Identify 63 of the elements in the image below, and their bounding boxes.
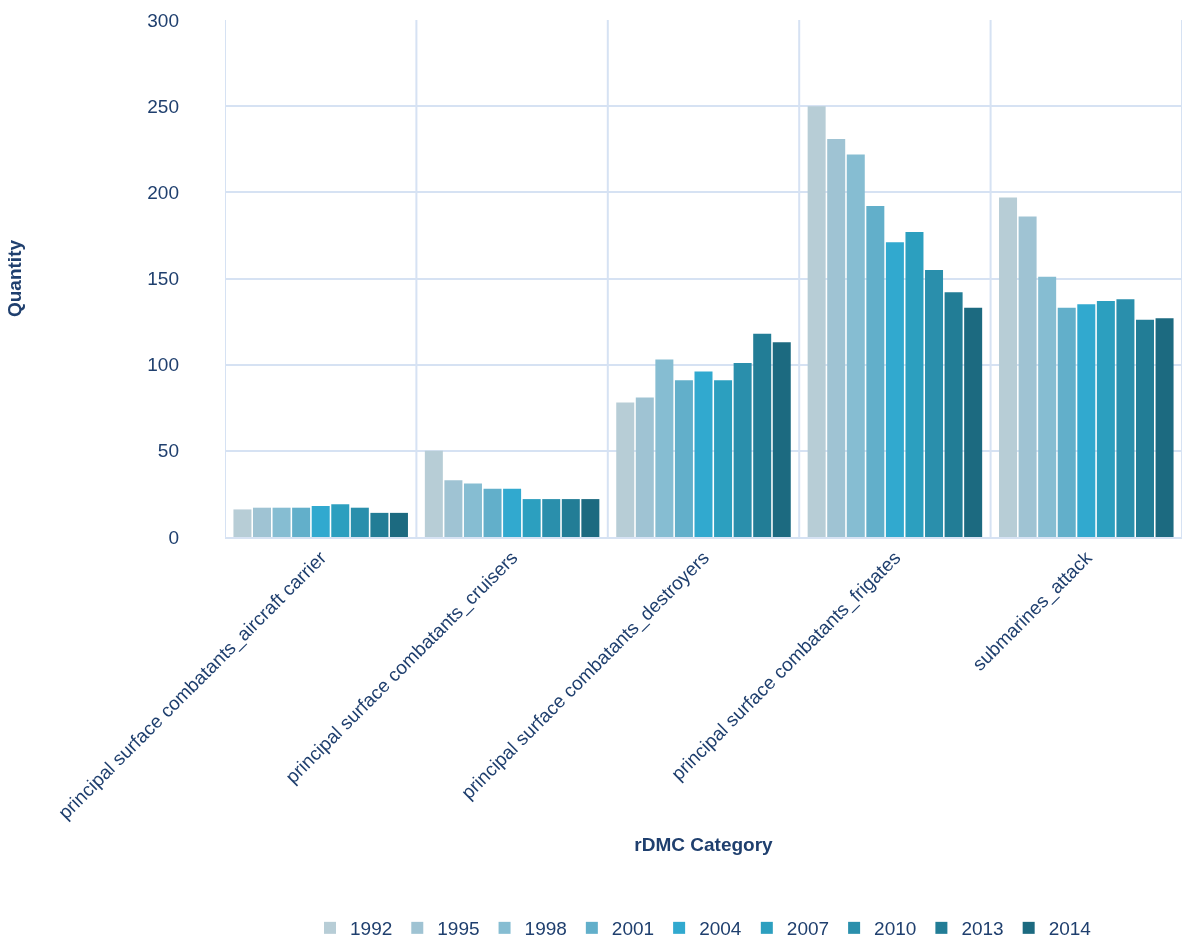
legend-label: 1992 [350,918,393,940]
legend-label: 1995 [437,918,480,940]
bar [925,269,944,537]
y-tick-label: 100 [147,354,179,376]
bar [463,483,482,537]
bar [1038,276,1057,537]
legend-label: 2014 [1048,918,1092,940]
bar [1116,299,1135,537]
x-axis-title: rDMC Category [634,834,774,856]
legend-label: 2004 [699,918,742,940]
bar [522,499,541,537]
bar [944,292,963,537]
bar [1057,307,1076,537]
bar [733,362,752,537]
bar [753,333,772,537]
bar [655,359,674,537]
y-axis-title: Quantity [4,239,26,318]
bar [635,397,654,537]
bar [1077,304,1096,537]
bar [370,512,389,537]
bar [866,206,885,537]
bar [581,499,600,537]
bar [999,197,1018,537]
bar [272,507,291,537]
bar [772,342,791,537]
bar [389,512,408,537]
bar [694,371,713,537]
y-tick-label: 0 [168,526,179,548]
bar [714,380,733,537]
bar [444,480,463,537]
bar [807,106,826,537]
bar [1155,318,1174,537]
y-tick-label: 200 [147,181,179,203]
bar [1096,300,1115,537]
bar [311,505,330,537]
bar [292,507,311,537]
y-tick-label: 150 [147,268,179,290]
legend-label: 2010 [874,918,917,940]
bar [964,307,983,537]
bar [350,507,369,537]
bar [846,154,865,537]
legend-label: 2007 [786,918,830,940]
legend-label: 1998 [524,918,567,940]
bar [424,450,443,537]
legend-label: 2001 [611,918,655,940]
bar [331,504,350,537]
bar [885,242,904,537]
bar [483,488,502,537]
legend-label: 2013 [961,918,1004,940]
bar [253,507,271,537]
bar [503,488,522,537]
y-tick-label: 50 [157,440,179,462]
y-tick-label: 250 [147,95,179,117]
bar [616,402,635,537]
y-tick-label: 300 [147,9,179,31]
bar [542,499,561,537]
bar [1136,319,1154,537]
bar [1018,216,1037,537]
bar [561,499,580,537]
bar [905,231,924,537]
bar [674,380,693,537]
bar [827,138,846,537]
bar [233,509,252,537]
